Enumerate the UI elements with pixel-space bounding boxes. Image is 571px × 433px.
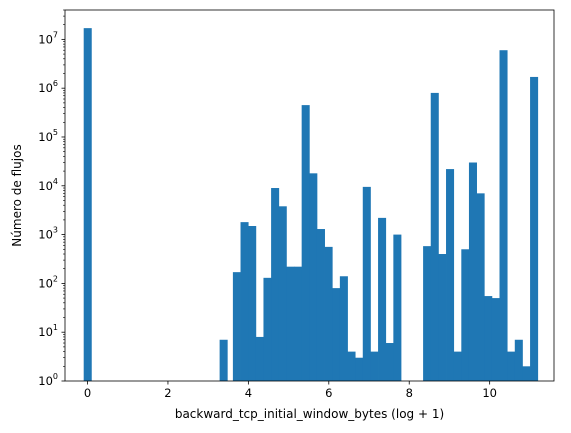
histogram-bar	[332, 288, 341, 381]
histogram-bar	[248, 226, 257, 381]
histogram-bar	[263, 277, 272, 381]
histogram-bar	[370, 351, 379, 381]
y-tick-label: 103	[38, 226, 58, 242]
histogram-bar	[385, 343, 394, 381]
plot-frame	[64, 9, 555, 382]
histogram-bar	[530, 76, 539, 381]
histogram-bar	[278, 206, 287, 381]
histogram-bar	[309, 173, 318, 381]
histogram-bar	[378, 217, 387, 381]
histogram-bar	[286, 266, 295, 381]
y-tick-label: 101	[38, 323, 58, 339]
histogram-bar	[453, 351, 462, 381]
histogram-bar	[347, 351, 356, 381]
histogram-bar	[301, 105, 310, 382]
histogram-bar	[446, 169, 455, 381]
histogram-bar	[476, 193, 485, 381]
histogram-bar	[271, 188, 280, 381]
histogram-bar	[461, 249, 470, 381]
x-tick-label: 6	[325, 386, 332, 400]
x-axis: 0 2 4 6 8 10	[84, 381, 497, 400]
histogram-bar	[294, 266, 303, 381]
histogram-bar	[219, 339, 228, 381]
histogram-bar	[423, 246, 432, 381]
y-tick-label: 104	[38, 177, 58, 193]
x-tick-label: 8	[406, 386, 413, 400]
histogram-bar	[484, 296, 493, 381]
y-tick-label: 105	[38, 128, 58, 144]
histogram-bar	[324, 246, 333, 381]
histogram-bar	[438, 254, 447, 381]
x-tick-label: 4	[245, 386, 252, 400]
y-tick-label: 107	[38, 30, 58, 46]
y-axis-label: Número de flujos	[10, 144, 24, 246]
x-tick-label: 0	[84, 386, 91, 400]
histogram-bar	[339, 276, 348, 381]
x-axis-label: backward_tcp_initial_window_bytes (log +…	[175, 407, 444, 421]
x-tick-label: 2	[164, 386, 171, 400]
bars-group	[83, 28, 539, 382]
x-tick-label: 10	[482, 386, 497, 400]
histogram-bar	[316, 229, 325, 381]
histogram-bar	[491, 298, 500, 381]
y-tick-label: 106	[38, 79, 58, 95]
histogram-bar	[232, 272, 241, 381]
histogram-bar	[514, 339, 523, 381]
y-tick-label: 100	[38, 372, 58, 388]
histogram-bar	[83, 28, 92, 381]
histogram-bar	[255, 336, 264, 381]
histogram-bar	[468, 162, 477, 381]
histogram-bar	[355, 357, 364, 381]
histogram-bar	[240, 222, 249, 381]
histogram-bar	[393, 234, 402, 381]
histogram-bar	[430, 92, 439, 381]
histogram-bar	[362, 186, 371, 381]
y-axis: 100 101 102 103 104 105 106 107	[38, 9, 65, 388]
histogram-bar	[507, 351, 516, 381]
histogram-bar	[499, 50, 508, 382]
y-tick-label: 102	[38, 274, 58, 290]
histogram-bar	[522, 366, 531, 381]
